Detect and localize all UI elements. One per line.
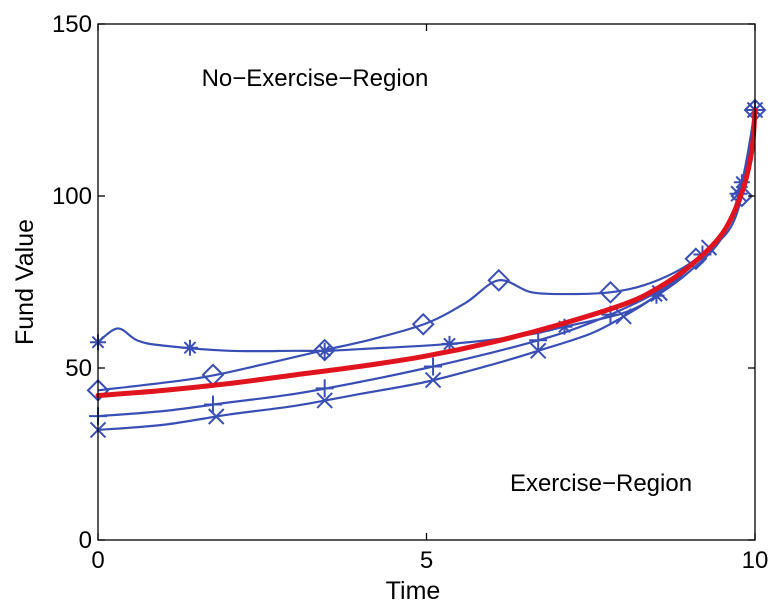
marker-plus-2	[315, 379, 334, 398]
annotation-exercise-region: Exercise−Region	[510, 470, 692, 497]
y-tick-label-150: 150	[52, 11, 92, 38]
marker-plus-1	[203, 395, 222, 414]
annotation-no-exercise-region: No−Exercise−Region	[202, 65, 429, 92]
x-tick-label-0: 0	[91, 547, 104, 574]
marker-asterisk-1	[181, 339, 198, 356]
marker-cross-2	[316, 392, 333, 409]
marker-plus-3	[424, 357, 443, 376]
marker-cross-5	[615, 308, 632, 325]
marker-cross-4	[529, 342, 547, 360]
marker-cross-1	[208, 408, 225, 425]
marker-asterisk-4	[556, 318, 573, 335]
y-axis-label: Fund Value	[11, 219, 39, 345]
x-axis-label: Time	[386, 577, 441, 605]
y-tick-label-0: 0	[79, 527, 92, 554]
plot-area	[98, 24, 755, 540]
marker-diamond-2	[313, 338, 337, 362]
series-line-diamond	[97, 109, 757, 392]
marker-diamond-5	[599, 280, 622, 304]
x-tick-label-5: 5	[420, 547, 433, 574]
x-tick-label-10: 10	[742, 547, 769, 574]
axes-layer	[97, 23, 756, 541]
y-tick-label-100: 100	[52, 183, 92, 210]
y-tick-label-50: 50	[65, 355, 92, 382]
marker-asterisk-3	[441, 335, 458, 352]
marker-plus-4	[529, 331, 548, 350]
marker-cross-3	[424, 371, 442, 389]
exercise-boundary-line	[95, 107, 758, 399]
marker-asterisk-6	[733, 174, 750, 191]
marker-asterisk-2	[316, 342, 333, 359]
marker-diamond-4	[487, 268, 511, 292]
marker-diamond-3	[411, 312, 435, 336]
marker-diamond-7	[730, 184, 754, 208]
